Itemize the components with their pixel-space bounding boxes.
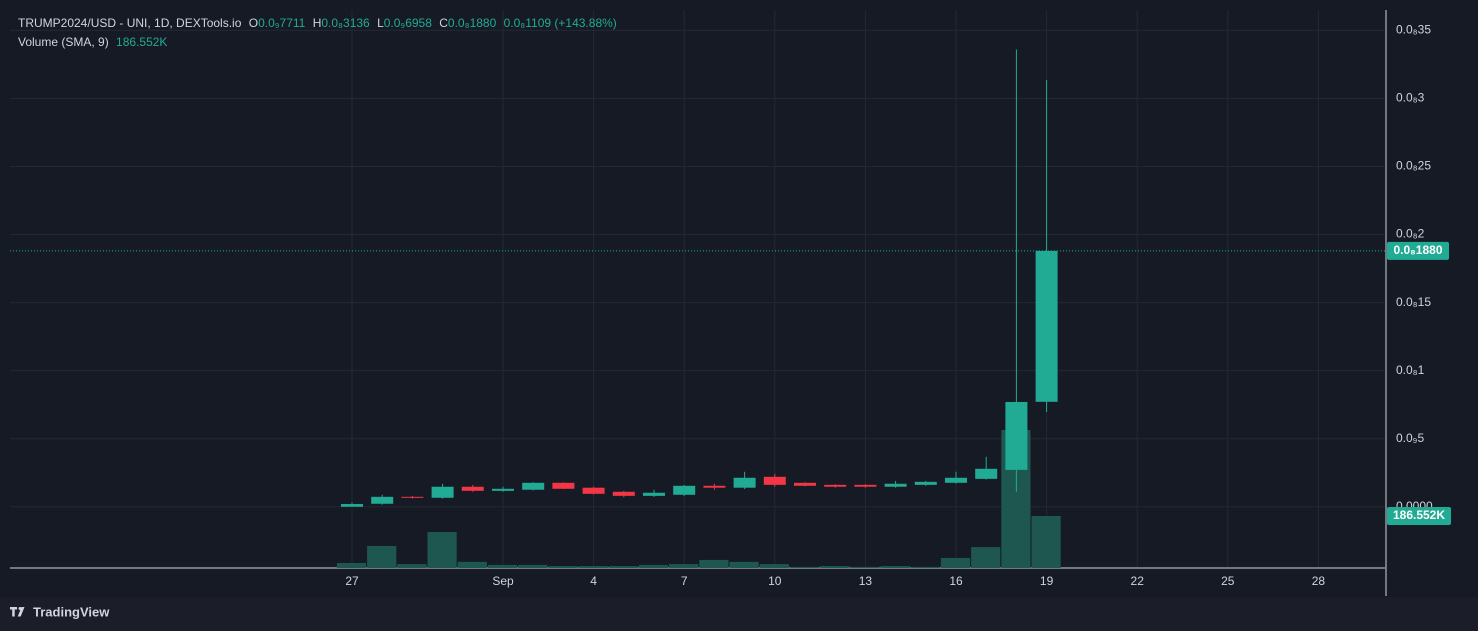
volume-bar	[820, 566, 850, 568]
close-letter: C	[439, 16, 448, 30]
footer-bar	[0, 597, 1478, 631]
volume-bar	[729, 561, 759, 568]
x-tick-label: 10	[768, 574, 782, 588]
volume-value-box	[1387, 506, 1451, 525]
volume-bar	[427, 532, 457, 568]
volume-bar	[1031, 515, 1061, 568]
y-tick-label: 0.0₈15	[1396, 295, 1431, 309]
candle-body	[492, 488, 514, 491]
high-value: 0.0₈3136	[321, 16, 370, 30]
high-letter: H	[312, 16, 322, 30]
candle-body	[945, 477, 967, 483]
candle-body	[794, 482, 816, 486]
x-tick-label: 4	[590, 574, 597, 588]
x-tick-label: 16	[949, 574, 963, 588]
symbol: TRUMP2024/USD - UNI, 1D, DEXTools.io	[18, 16, 242, 30]
volume-bar	[759, 564, 789, 568]
volume-bar	[910, 566, 940, 568]
x-tick-label: 13	[859, 574, 873, 588]
y-tick-label: 0.0₉5	[1396, 431, 1424, 445]
volume-bar	[638, 564, 669, 568]
volume-value: 186.552K	[116, 35, 168, 49]
candle-body	[733, 477, 756, 488]
candle-body	[371, 496, 394, 504]
grid	[10, 10, 1385, 568]
candle-body	[673, 485, 696, 495]
legend-line: TRUMP2024/USD - UNI, 1D, DEXTools.io O0.…	[18, 16, 621, 30]
x-tick-label: Sep	[492, 574, 514, 588]
change: 0.0₈1109 (+143.88%)	[503, 16, 617, 30]
y-tick-label: 0.0₈25	[1396, 159, 1431, 173]
candle-body	[341, 504, 363, 507]
candle-body	[975, 468, 998, 479]
x-tick-label: 27	[345, 574, 359, 588]
volume-bar	[487, 564, 518, 568]
volume-bar	[669, 564, 699, 568]
volume-bar	[880, 566, 910, 568]
volume-bar	[578, 566, 608, 568]
tradingview-logo	[10, 607, 25, 617]
candle-body	[582, 487, 605, 494]
candle-body	[914, 481, 937, 485]
volume-bar	[548, 566, 578, 568]
volume-bar	[789, 566, 820, 568]
volume-bar	[940, 557, 971, 568]
volume-bar	[367, 545, 397, 568]
x-tick-label: 28	[1312, 574, 1326, 588]
volume-bar	[699, 559, 729, 568]
candle-body	[824, 484, 847, 487]
volume-value-label: 186.552K	[1393, 508, 1445, 522]
candle-body	[643, 492, 665, 496]
volume-bar	[336, 562, 367, 568]
low-letter: L	[377, 16, 384, 30]
volume-bar	[518, 564, 548, 568]
y-tick-label: 0.0₈2	[1396, 227, 1425, 241]
candle-body	[431, 486, 454, 498]
candle-body	[461, 486, 484, 491]
y-tick-label: 0.0₈35	[1396, 23, 1431, 37]
x-tick-label: 7	[681, 574, 688, 588]
last-price-box	[1387, 241, 1449, 260]
open-letter: O	[248, 16, 259, 30]
last-price-label: 0.0₈1880	[1394, 243, 1443, 257]
candle-body	[763, 476, 786, 485]
candle-body	[522, 482, 545, 490]
candle-body	[1005, 401, 1028, 470]
open-value: 0.0₉7711	[258, 16, 306, 30]
volume-bar	[457, 561, 487, 568]
volume-bar	[971, 547, 1001, 568]
low-value: 0.0₉6958	[383, 16, 432, 30]
candle-body	[1035, 250, 1058, 402]
volume-name: Volume (SMA, 9)	[18, 35, 109, 49]
x-tick-label: 19	[1040, 574, 1054, 588]
candle-body	[401, 496, 424, 498]
candle-body	[552, 482, 575, 489]
volume-bar	[397, 564, 427, 568]
candle-body	[703, 485, 726, 488]
x-tick-label: 22	[1131, 574, 1145, 588]
y-tick-label: 0.0₈1	[1396, 363, 1425, 377]
volume-legend: Volume (SMA, 9) 186.552K	[18, 35, 171, 49]
candle-body	[884, 483, 907, 487]
candle-body	[854, 484, 877, 487]
y-tick-label: 0.0₈3	[1396, 91, 1425, 105]
brand: TradingView	[33, 604, 110, 619]
volume-bar	[608, 566, 638, 568]
close-value: 0.0₈1880	[447, 16, 497, 30]
candle-body	[612, 491, 635, 496]
x-tick-label: 25	[1221, 574, 1235, 588]
volume-bar	[850, 566, 880, 568]
